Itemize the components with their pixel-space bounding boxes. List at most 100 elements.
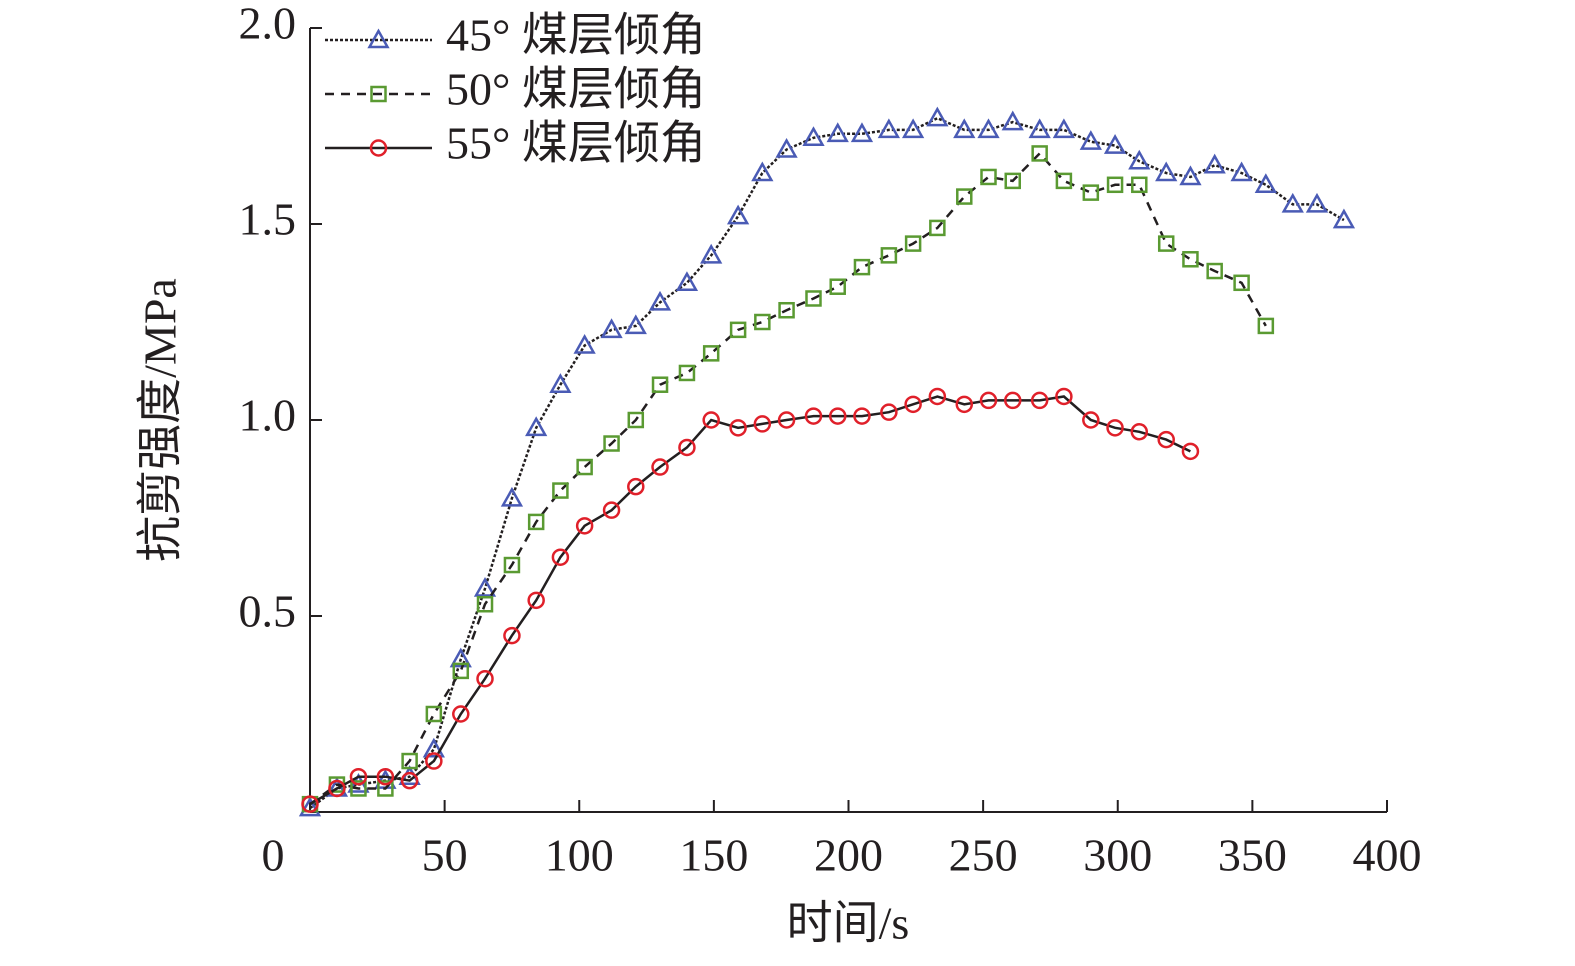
marker: [979, 391, 998, 410]
marker: [400, 771, 419, 790]
marker: [1305, 192, 1329, 213]
marker: [298, 796, 322, 817]
marker: [425, 752, 443, 770]
marker: [452, 705, 470, 723]
marker: [648, 290, 672, 311]
marker: [476, 669, 494, 688]
y-tick-label: 2.0: [239, 0, 297, 49]
marker: [552, 482, 569, 499]
marker: [1203, 153, 1226, 174]
marker: [877, 118, 901, 139]
x-tick-label: 350: [1218, 830, 1287, 881]
marker: [700, 243, 723, 264]
series: [301, 145, 1275, 813]
marker: [1181, 442, 1200, 461]
marker: [1155, 161, 1178, 182]
marker: [1281, 192, 1304, 213]
marker: [376, 767, 395, 786]
marker: [1332, 208, 1356, 229]
marker: [1103, 134, 1127, 154]
marker: [1130, 423, 1149, 441]
marker: [1157, 235, 1175, 252]
marker: [702, 345, 720, 362]
marker: [350, 780, 367, 797]
x-tick-label: 150: [679, 830, 748, 881]
series-line: [309, 151, 1267, 806]
marker: [1179, 165, 1202, 186]
marker: [1131, 176, 1148, 194]
marker: [549, 373, 572, 393]
series-line: [309, 395, 1191, 806]
x-tick-label: 100: [545, 830, 614, 881]
marker: [826, 122, 849, 143]
marker: [452, 662, 470, 680]
marker: [1157, 430, 1175, 449]
marker: [729, 321, 747, 339]
marker: [551, 548, 570, 566]
marker: [503, 626, 521, 645]
y-axis-label: 抗剪强度/MPa: [135, 278, 186, 562]
marker: [377, 780, 394, 797]
marker: [401, 752, 418, 770]
marker: [1082, 411, 1100, 429]
x-tick-label: 300: [1083, 830, 1152, 881]
marker: [573, 333, 596, 354]
x-tick-label: 250: [949, 830, 1018, 881]
marker: [778, 301, 795, 319]
marker: [503, 556, 521, 574]
marker: [603, 435, 620, 452]
x-tick-label: 400: [1353, 830, 1422, 881]
marker: [575, 517, 594, 535]
marker: [425, 705, 443, 723]
marker: [1257, 317, 1275, 335]
marker: [956, 188, 973, 205]
marker: [1030, 391, 1049, 410]
marker: [624, 314, 647, 335]
marker: [901, 118, 925, 139]
marker: [1233, 274, 1250, 292]
marker: [980, 168, 997, 186]
marker: [627, 477, 645, 496]
marker: [804, 407, 823, 425]
marker: [422, 737, 445, 758]
marker: [651, 376, 669, 393]
marker: [1182, 251, 1199, 268]
x-axis-label: 时间/s: [787, 898, 910, 949]
marker: [977, 118, 1000, 139]
marker: [828, 407, 847, 425]
marker: [702, 411, 720, 429]
marker: [1230, 161, 1253, 182]
marker: [473, 577, 497, 597]
marker: [880, 403, 898, 421]
marker: [904, 235, 922, 252]
marker: [777, 411, 796, 429]
marker: [1001, 110, 1024, 131]
marker: [1004, 172, 1021, 190]
marker: [1031, 145, 1048, 162]
marker: [729, 419, 747, 437]
marker: [678, 364, 696, 382]
marker: [500, 486, 524, 507]
marker: [678, 438, 696, 457]
marker: [850, 122, 874, 143]
marker: [953, 118, 976, 139]
marker: [880, 247, 898, 264]
marker: [1254, 173, 1277, 194]
marker: [853, 258, 871, 276]
marker: [1106, 176, 1124, 194]
marker: [1055, 387, 1073, 406]
marker: [476, 595, 494, 613]
legend-label: 50° 煤层倾角: [446, 64, 706, 115]
marker: [525, 416, 548, 437]
marker: [449, 647, 472, 668]
marker: [602, 501, 621, 519]
marker: [751, 161, 774, 182]
marker: [726, 204, 750, 225]
x-tick-label: 200: [814, 830, 883, 881]
series-line: [309, 116, 1345, 810]
x-tick-label: 50: [422, 830, 468, 881]
y-tick-label: 1.0: [239, 390, 297, 441]
series: [298, 106, 1356, 817]
marker: [829, 278, 846, 295]
